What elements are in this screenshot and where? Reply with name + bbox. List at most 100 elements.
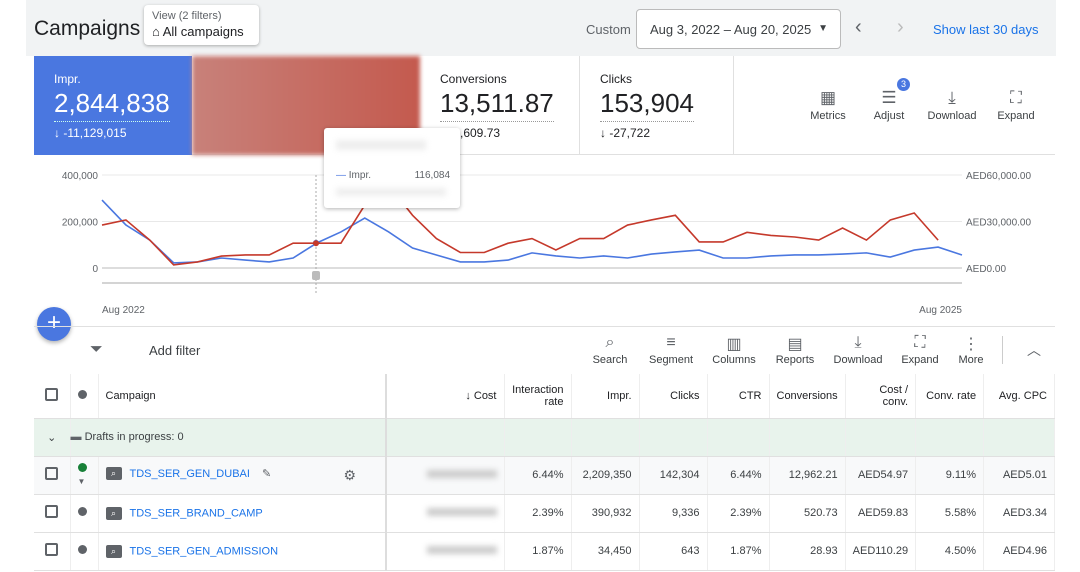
tooltip-value: 116,084 <box>414 170 450 181</box>
status-dot-icon <box>77 389 87 399</box>
series-line-cost <box>101 183 939 266</box>
row-checkbox[interactable] <box>45 467 59 480</box>
collapse-icon[interactable]: ︿ <box>1027 342 1041 358</box>
scorecard-clicks[interactable]: Clicks 153,904 ↓ -27,722 <box>580 56 734 155</box>
tool-label: Reports <box>775 354 815 366</box>
expand-drafts-icon[interactable]: ⌄ <box>34 418 71 457</box>
column-campaign[interactable]: Campaign <box>98 374 387 419</box>
create-button[interactable]: + <box>37 307 71 341</box>
series-swatch-icon: — <box>336 170 349 181</box>
tool-label: Expand <box>901 354 939 366</box>
select-all[interactable] <box>34 374 71 419</box>
y-tick-right: AED0.00 <box>966 264 1006 275</box>
table-header-row: Campaign ↓ Cost Interaction rate Impr. C… <box>34 374 1055 419</box>
folder-icon: ▬ <box>70 431 85 443</box>
table-row[interactable]: ⌕ TDS_SER_BRAND_CAMP 2.39% 390,932 9,336 2.3… <box>34 494 1055 533</box>
tooltip-label: Impr. <box>348 170 372 181</box>
y-tick-right: AED30,000.00 <box>966 218 1031 229</box>
scorecard-change: ↓ -11,129,015 <box>54 126 127 140</box>
download-button[interactable]: ⤓ Download <box>828 334 888 366</box>
tool-label: Columns <box>712 354 756 366</box>
edit-icon[interactable]: ✎ <box>261 467 272 480</box>
download-icon: ⤓ <box>948 88 956 107</box>
table-row[interactable]: ▼ ⌕ TDS_SER_GEN_DUBAI ✎ ⚙ 6.44% 2,209,350 142… <box>34 456 1055 495</box>
slider-handle <box>312 271 320 280</box>
hover-point <box>313 240 319 247</box>
search-button[interactable]: ⌕ Search <box>580 334 640 366</box>
more-icon: ⋮ <box>963 336 979 353</box>
metric-cell: 2.39% <box>504 494 572 533</box>
next-period-icon[interactable]: › <box>897 16 904 38</box>
row-checkbox[interactable] <box>45 543 59 556</box>
metric-cell: AED54.97 <box>845 456 917 495</box>
expand-button[interactable]: ⛶ Expand <box>890 334 950 366</box>
expand-chart-button[interactable]: ⛶ Expand <box>986 88 1046 122</box>
scorecard-label: Clicks <box>600 72 632 86</box>
y-tick-left: 400,000 <box>62 171 99 182</box>
y-tick-left: 0 <box>92 264 98 275</box>
column-avg-cpc[interactable]: Avg. CPC <box>983 374 1055 419</box>
row-checkbox[interactable] <box>45 505 59 518</box>
tool-label: Segment <box>648 354 694 366</box>
status-icon[interactable] <box>77 507 87 516</box>
status-icon[interactable] <box>77 545 87 554</box>
prev-period-icon[interactable]: ‹ <box>855 16 862 38</box>
x-tick: Aug 2022 <box>102 305 145 316</box>
metric-cell: 4.50% <box>915 532 985 571</box>
view-selector[interactable]: View (2 filters) ⌂ All campaigns <box>144 5 259 45</box>
status-dropdown-icon[interactable]: ▼ <box>77 477 86 486</box>
filter-icon[interactable]: ⏷ <box>90 341 103 358</box>
column-conv-rate[interactable]: Conv. rate <box>915 374 985 419</box>
scorecard-change: ↓ -1,609.73 <box>440 126 501 140</box>
adjust-button[interactable]: ☰ Adjust <box>859 88 919 122</box>
filter-bar <box>34 326 1055 374</box>
scorecard-impr[interactable]: Impr. 2,844,838 ↓ -11,129,015 <box>34 56 192 155</box>
campaign-link[interactable]: TDS_SER_GEN_DUBAI <box>129 467 250 480</box>
reports-icon: ▤ <box>787 336 803 353</box>
add-filter-button[interactable]: Add filter <box>149 343 201 358</box>
show-last-30-days-link[interactable]: Show last 30 days <box>933 22 1039 37</box>
metrics-button[interactable]: ▦ Metrics <box>798 88 858 122</box>
column-cost[interactable]: ↓ Cost <box>386 374 505 419</box>
reports-button[interactable]: ▤ Reports <box>765 334 825 366</box>
metric-cell: 6.44% <box>707 456 770 495</box>
metric-cell: 34,450 <box>571 532 640 571</box>
search-campaign-icon: ⌕ <box>105 506 122 520</box>
column-ctr[interactable]: CTR <box>707 374 770 419</box>
settings-icon[interactable]: ⚙ <box>343 466 356 483</box>
column-clicks[interactable]: Clicks <box>639 374 708 419</box>
home-icon: ⌂ <box>152 24 163 39</box>
column-cost-per-conv[interactable]: Cost / conv. <box>845 374 917 419</box>
custom-label: Custom <box>586 22 631 37</box>
campaign-link[interactable]: TDS_SER_GEN_ADMISSION <box>129 544 279 557</box>
scorecards: Impr. 2,844,838 ↓ -11,129,015 Conversion… <box>34 56 1055 155</box>
column-conversions[interactable]: Conversions <box>769 374 846 419</box>
metric-cell: 520.73 <box>769 494 846 533</box>
date-range-picker[interactable]: Aug 3, 2022 – Aug 20, 2025 ▼ <box>636 9 841 49</box>
metric-cell: AED110.29 <box>845 532 917 571</box>
view-name: All campaigns <box>162 24 244 39</box>
columns-button[interactable]: ▥ Columns <box>704 334 764 366</box>
scorecard-value: 2,844,838 <box>54 88 170 122</box>
page-title: Campaigns <box>34 17 141 40</box>
metric-cell: 142,304 <box>639 456 708 495</box>
metrics-label: Metrics <box>810 110 846 122</box>
scorecard-change: ↓ -27,722 <box>600 126 651 140</box>
more-button[interactable]: ⋮ More <box>941 334 1001 366</box>
table-row[interactable]: ⌕ TDS_SER_GEN_ADMISSION 1.87% 34,450 643 1.8… <box>34 532 1055 571</box>
segment-button[interactable]: ≡ Segment <box>641 334 701 366</box>
campaign-link[interactable]: TDS_SER_BRAND_CAMP <box>129 506 263 519</box>
column-interaction-rate[interactable]: Interaction rate <box>504 374 572 419</box>
drafts-row[interactable]: ⌄ ▬ Drafts in progress: 0 <box>34 418 1055 457</box>
scorecard-value: 153,904 <box>600 88 694 122</box>
checkbox[interactable] <box>45 387 59 401</box>
status-icon[interactable] <box>77 463 87 472</box>
download-chart-button[interactable]: ⤓ Download <box>922 88 982 122</box>
segment-icon: ≡ <box>666 334 676 351</box>
metric-cell: 2,209,350 <box>571 456 640 495</box>
metric-cell: 12,962.21 <box>769 456 846 495</box>
divider <box>1002 336 1003 364</box>
metric-cell: 9.11% <box>915 456 985 495</box>
download-label: Download <box>927 110 977 122</box>
column-impr[interactable]: Impr. <box>571 374 640 419</box>
